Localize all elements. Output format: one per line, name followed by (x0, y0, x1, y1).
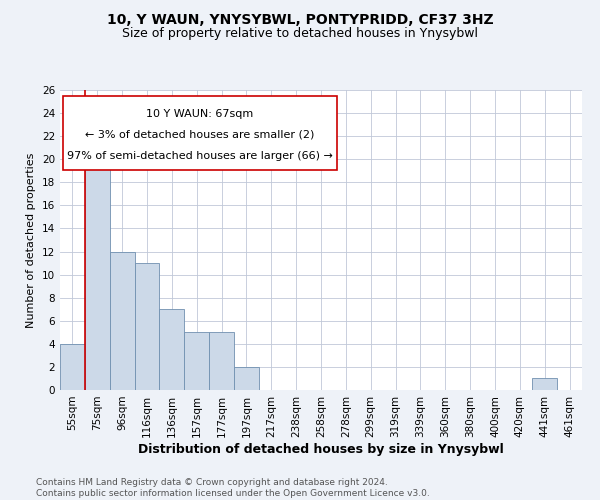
Text: 10 Y WAUN: 67sqm: 10 Y WAUN: 67sqm (146, 110, 253, 120)
Bar (234, 367, 259, 390)
Bar (184, 332, 209, 390)
Text: ← 3% of detached houses are smaller (2): ← 3% of detached houses are smaller (2) (85, 129, 314, 139)
Bar (209, 332, 234, 390)
Y-axis label: Number of detached properties: Number of detached properties (26, 152, 37, 328)
Bar (85, 136, 110, 390)
Text: Contains HM Land Registry data © Crown copyright and database right 2024.
Contai: Contains HM Land Registry data © Crown c… (36, 478, 430, 498)
Bar (60, 344, 85, 390)
FancyBboxPatch shape (62, 96, 337, 170)
Text: Distribution of detached houses by size in Ynysybwl: Distribution of detached houses by size … (138, 442, 504, 456)
Text: 10, Y WAUN, YNYSYBWL, PONTYPRIDD, CF37 3HZ: 10, Y WAUN, YNYSYBWL, PONTYPRIDD, CF37 3… (107, 12, 493, 26)
Bar (532, 378, 557, 390)
Bar (160, 309, 184, 390)
Bar (134, 263, 160, 390)
Text: 97% of semi-detached houses are larger (66) →: 97% of semi-detached houses are larger (… (67, 152, 332, 162)
Bar (110, 252, 134, 390)
Text: Size of property relative to detached houses in Ynysybwl: Size of property relative to detached ho… (122, 28, 478, 40)
